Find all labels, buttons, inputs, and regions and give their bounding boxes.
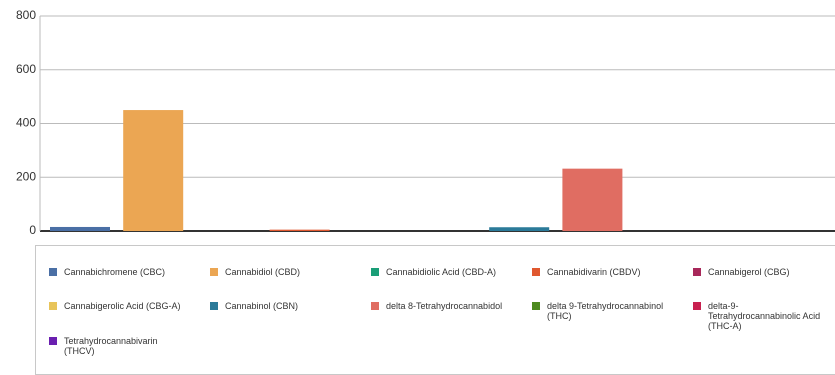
legend-swatch bbox=[532, 268, 540, 276]
legend-swatch bbox=[371, 302, 379, 310]
legend-item: Cannabichromene (CBC) bbox=[49, 267, 199, 277]
legend-swatch bbox=[693, 268, 701, 276]
legend-label: delta-9-Tetrahydrocannabinolic Acid (THC… bbox=[708, 301, 821, 331]
y-tick-label: 600 bbox=[16, 62, 36, 76]
legend-swatch bbox=[693, 302, 701, 310]
bar bbox=[269, 229, 330, 231]
legend-swatch bbox=[371, 268, 379, 276]
legend-label: Cannabigerol (CBG) bbox=[708, 267, 790, 277]
legend-item: Cannabigerol (CBG) bbox=[693, 267, 835, 277]
legend-label: delta 9-Tetrahydrocannabinol (THC) bbox=[547, 301, 664, 321]
legend-label: Cannabichromene (CBC) bbox=[64, 267, 166, 277]
chart: 0 200 400 600 800 bbox=[16, 8, 835, 237]
legend-swatch bbox=[49, 268, 57, 276]
legend-label: Cannabidivarin (CBDV) bbox=[547, 267, 641, 277]
legend-item: delta 9-Tetrahydrocannabinol (THC) bbox=[532, 301, 682, 321]
bar bbox=[562, 168, 623, 231]
legend-swatch bbox=[210, 302, 218, 310]
legend-item: delta-9-Tetrahydrocannabinolic Acid (THC… bbox=[693, 301, 835, 331]
legend-item: Cannabidivarin (CBDV) bbox=[532, 267, 682, 277]
y-tick-label: 200 bbox=[16, 169, 36, 183]
bar bbox=[50, 226, 110, 231]
y-tick-label: 400 bbox=[16, 116, 36, 130]
legend-label: Cannabigerolic Acid (CBG-A) bbox=[64, 301, 181, 311]
bar bbox=[489, 227, 550, 231]
page: {"chart_data": {"type": "bar", "categori… bbox=[15, 8, 835, 375]
legend-item: Cannabigerolic Acid (CBG-A) bbox=[49, 301, 199, 311]
legend-item: delta 8-Tetrahydrocannabidol bbox=[371, 301, 521, 311]
legend-label: Tetrahydrocannabivarin (THCV) bbox=[64, 336, 158, 356]
legend-swatch bbox=[49, 302, 57, 310]
legend-swatch bbox=[210, 268, 218, 276]
legend-label: Cannabinol (CBN) bbox=[225, 301, 299, 311]
legend-swatch bbox=[532, 302, 540, 310]
legend-item: Cannabinol (CBN) bbox=[210, 301, 360, 311]
legend-label: Cannabidiolic Acid (CBD-A) bbox=[386, 267, 497, 277]
bar bbox=[123, 110, 184, 231]
legend-label: delta 8-Tetrahydrocannabidol bbox=[386, 301, 503, 311]
legend-item: Tetrahydrocannabivarin (THCV) bbox=[49, 336, 199, 356]
y-tick-label: 800 bbox=[16, 8, 36, 22]
legend: Cannabichromene (CBC) Cannabidiol (CBD) Ca… bbox=[35, 245, 835, 375]
y-tick-label: 0 bbox=[29, 223, 36, 237]
legend-item: Cannabidiol (CBD) bbox=[210, 267, 360, 277]
legend-swatch bbox=[49, 337, 57, 345]
legend-label: Cannabidiol (CBD) bbox=[225, 267, 301, 277]
legend-item: Cannabidiolic Acid (CBD-A) bbox=[371, 267, 521, 277]
